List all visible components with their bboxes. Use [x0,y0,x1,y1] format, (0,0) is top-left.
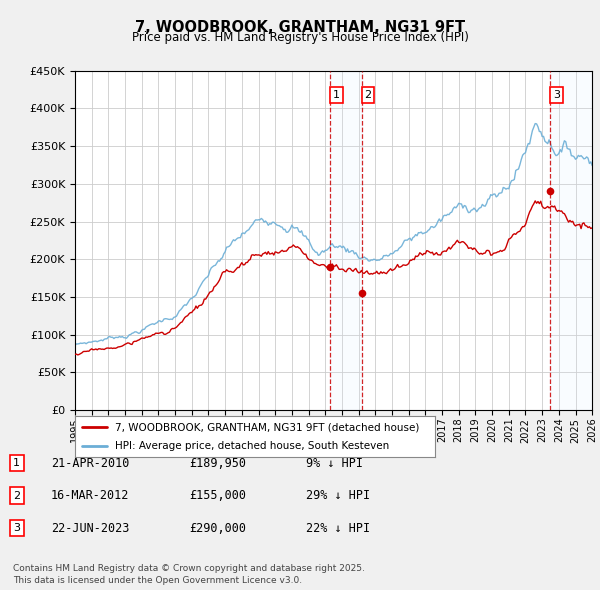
Text: 3: 3 [553,90,560,100]
Bar [550,71,592,410]
Text: 16-MAR-2012: 16-MAR-2012 [51,489,130,502]
Bar [330,71,362,410]
Text: 29% ↓ HPI: 29% ↓ HPI [306,489,370,502]
Text: 1: 1 [333,90,340,100]
Text: 7, WOODBROOK, GRANTHAM, NG31 9FT: 7, WOODBROOK, GRANTHAM, NG31 9FT [135,20,465,35]
Text: £290,000: £290,000 [189,522,246,535]
Text: Price paid vs. HM Land Registry's House Price Index (HPI): Price paid vs. HM Land Registry's House … [131,31,469,44]
Text: 1: 1 [13,458,20,468]
Text: 22% ↓ HPI: 22% ↓ HPI [306,522,370,535]
Text: HPI: Average price, detached house, South Kesteven: HPI: Average price, detached house, Sout… [115,441,389,451]
Text: £155,000: £155,000 [189,489,246,502]
Text: 21-APR-2010: 21-APR-2010 [51,457,130,470]
Text: 2: 2 [13,491,20,500]
Text: 2: 2 [364,90,371,100]
Text: £189,950: £189,950 [189,457,246,470]
Text: 9% ↓ HPI: 9% ↓ HPI [306,457,363,470]
Text: 22-JUN-2023: 22-JUN-2023 [51,522,130,535]
Text: 7, WOODBROOK, GRANTHAM, NG31 9FT (detached house): 7, WOODBROOK, GRANTHAM, NG31 9FT (detach… [115,422,419,432]
Text: Contains HM Land Registry data © Crown copyright and database right 2025.
This d: Contains HM Land Registry data © Crown c… [13,565,365,585]
Text: 3: 3 [13,523,20,533]
